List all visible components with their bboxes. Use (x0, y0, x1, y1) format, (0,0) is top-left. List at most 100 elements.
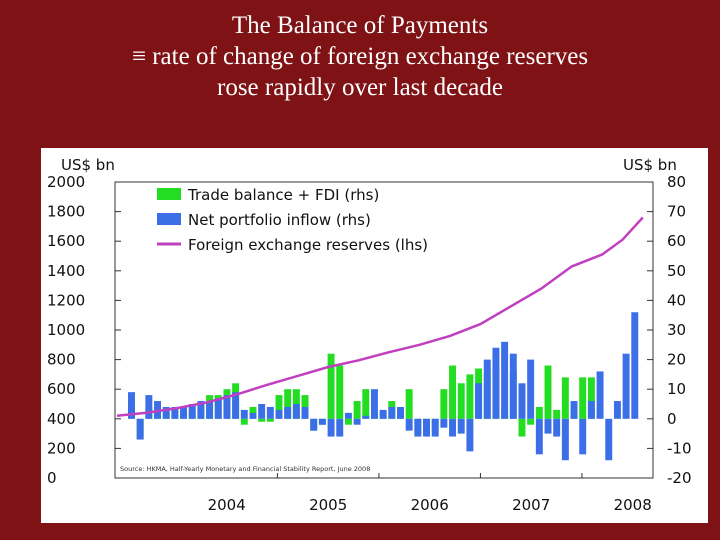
trade-fdi-bar (561, 377, 569, 419)
portfolio-bar (284, 406, 292, 419)
portfolio-bar (483, 359, 491, 419)
left-tick-label: 1800 (47, 203, 85, 221)
portfolio-bar (344, 412, 352, 419)
portfolio-bar (475, 383, 483, 419)
portfolio-bar (596, 371, 604, 419)
right-tick-label: 0 (667, 410, 677, 428)
title-line-1: The Balance of Payments (231, 12, 489, 39)
portfolio-bar (492, 347, 500, 419)
trade-fdi-bar (240, 418, 248, 425)
left-tick-label: 800 (47, 351, 76, 369)
portfolio-bar (128, 392, 135, 419)
portfolio-bar (397, 406, 404, 419)
portfolio-bar (527, 359, 535, 419)
portfolio-bar (136, 418, 144, 440)
x-tick-label: 2005 (309, 496, 347, 514)
left-tick-label: 600 (47, 380, 76, 398)
portfolio-bar (561, 418, 569, 461)
x-tick-label: 2007 (512, 496, 550, 514)
portfolio-bar (449, 418, 457, 437)
x-tick-label: 2004 (208, 496, 246, 514)
trade-fdi-bar (535, 406, 543, 419)
x-tick-label: 2008 (614, 496, 652, 514)
bar-series (128, 312, 639, 461)
trade-fdi-bar (344, 418, 352, 425)
portfolio-bar (362, 415, 370, 419)
legend-label-trade: Trade balance + FDI (rhs) (187, 186, 379, 204)
trade-fdi-bar (327, 353, 335, 419)
portfolio-bar (388, 406, 396, 419)
portfolio-bar (145, 395, 153, 419)
left-tick-label: 200 (47, 439, 76, 457)
portfolio-bar (318, 418, 326, 425)
portfolio-bar (180, 406, 188, 419)
axis-labels: 2000180016001400120010008006004002000807… (47, 173, 692, 514)
right-tick-label: 40 (667, 291, 686, 309)
right-tick-label: 80 (667, 173, 686, 191)
source-note: Source: HKMA, Half-Yearly Monetary and F… (120, 465, 370, 473)
bop-chart: 2000180016001400120010008006004002000807… (47, 156, 692, 514)
trade-fdi-bar (275, 395, 283, 419)
portfolio-bar (579, 418, 587, 455)
portfolio-bar (353, 418, 361, 425)
portfolio-bar (405, 418, 413, 431)
trade-fdi-bar (449, 365, 457, 419)
trade-fdi-bar (579, 377, 587, 419)
right-axis-unit: US$ bn (623, 156, 677, 174)
left-tick-label: 400 (47, 410, 76, 428)
portfolio-bar (622, 353, 630, 419)
trade-fdi-bar (362, 389, 370, 419)
x-tick-label: 2006 (411, 496, 449, 514)
right-tick-label: 20 (667, 351, 686, 369)
portfolio-bar (631, 312, 639, 419)
legend-label-portfolio: Net portfolio inflow (rhs) (188, 211, 371, 229)
portfolio-bar (466, 418, 474, 452)
trade-fdi-bar (353, 401, 361, 419)
portfolio-bar (431, 418, 439, 437)
trade-fdi-bar (266, 418, 274, 422)
left-axis-unit: US$ bn (61, 156, 115, 174)
trade-fdi-bar (553, 409, 561, 419)
left-tick-label: 0 (47, 469, 57, 487)
portfolio-bar (414, 418, 422, 437)
portfolio-bar (310, 418, 318, 431)
chart-panel: 2000 1800 1600 1400 1200 1000 800 600 400 200 0 80 7… (41, 148, 708, 523)
portfolio-bar (223, 395, 231, 419)
trade-fdi-bar (527, 418, 535, 425)
portfolio-bar (162, 406, 170, 419)
left-tick-label: 2000 (47, 173, 85, 191)
portfolio-bar (258, 404, 266, 419)
legend-label-reserves: Foreign exchange reserves (lhs) (188, 236, 428, 254)
trade-fdi-bar (440, 389, 448, 419)
trade-fdi-bar (544, 365, 552, 419)
portfolio-bar (553, 418, 561, 437)
portfolio-bar (301, 406, 309, 419)
portfolio-bar (423, 418, 430, 437)
legend-swatch-trade (157, 188, 181, 200)
right-tick-label: 50 (667, 262, 686, 280)
portfolio-bar (570, 401, 578, 419)
portfolio-bar (197, 401, 205, 419)
trade-fdi-bar (518, 418, 526, 437)
portfolio-bar (292, 404, 300, 419)
slide-title: The Balance of Payments ≡ rate of change… (0, 10, 720, 103)
portfolio-bar (544, 418, 552, 434)
right-tick-label: 70 (667, 203, 686, 221)
left-tick-label: 1600 (47, 232, 85, 250)
title-line-2: ≡ rate of change of foreign exchange res… (131, 43, 589, 70)
portfolio-bar (206, 401, 214, 419)
portfolio-bar (379, 409, 387, 419)
legend-swatch-portfolio (157, 213, 181, 225)
portfolio-bar (249, 412, 257, 419)
portfolio-bar (370, 389, 378, 419)
portfolio-bar (214, 398, 222, 419)
portfolio-bar (336, 418, 344, 437)
portfolio-bar (232, 392, 240, 419)
trade-fdi-bar (405, 389, 413, 419)
right-tick-label: 10 (667, 380, 686, 398)
left-tick-label: 1200 (47, 291, 85, 309)
portfolio-bar (440, 418, 448, 428)
portfolio-bar (518, 383, 526, 419)
trade-fdi-bar (284, 389, 292, 419)
reserves-line (116, 216, 644, 418)
